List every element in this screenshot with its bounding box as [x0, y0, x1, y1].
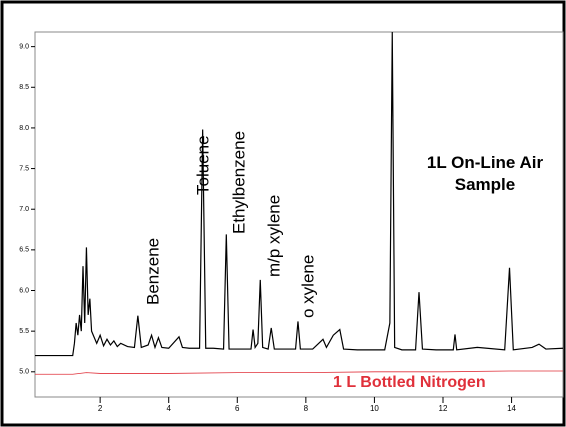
y-tick-label: 7.0 — [19, 206, 29, 213]
peak-label: Ethylbenzene — [229, 131, 248, 234]
peak-label: o xylene — [298, 255, 317, 318]
x-tick-label: 10 — [370, 404, 379, 413]
y-tick-label: 7.5 — [19, 165, 29, 172]
x-tick-label: 4 — [166, 404, 171, 413]
x-tick-label: 12 — [439, 404, 448, 413]
peak-label: m/p xylene — [264, 195, 283, 277]
peak-label: Benzene — [143, 238, 162, 305]
y-tick-label: 5.0 — [19, 369, 29, 376]
x-tick-label: 6 — [235, 404, 240, 413]
series-label: 1 L Bottled Nitrogen — [333, 374, 486, 391]
y-tick-label: 9.0 — [19, 43, 29, 50]
y-tick-label: 8.0 — [19, 125, 29, 132]
y-tick-label: 8.5 — [19, 84, 29, 91]
trace — [35, 370, 563, 375]
x-tick-label: 8 — [304, 404, 309, 413]
trace — [35, 31, 564, 357]
y-tick-label: 5.5 — [19, 328, 29, 335]
x-tick-label: 14 — [507, 404, 516, 413]
series-label: 1L On-Line Air Sample — [426, 153, 544, 194]
x-tick-label: 2 — [98, 404, 103, 413]
y-tick-label: 6.5 — [19, 247, 29, 254]
y-tick-label: 6.0 — [19, 287, 29, 294]
peak-label: Toluene — [193, 135, 212, 195]
plot-frame — [34, 31, 564, 398]
